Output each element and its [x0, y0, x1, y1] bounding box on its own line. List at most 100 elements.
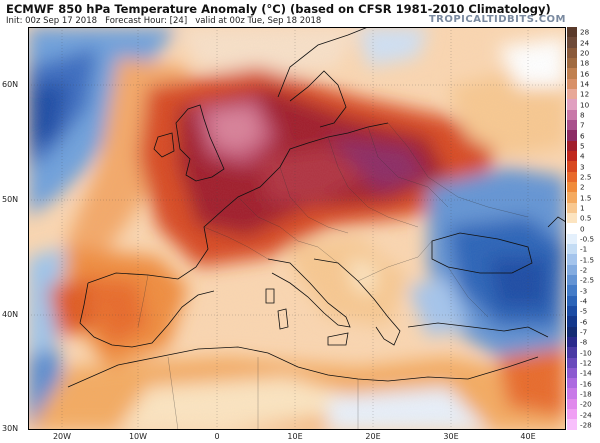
- lon-label-20w: 20W: [52, 432, 72, 441]
- colorbar-swatch: [567, 378, 577, 389]
- colorbar-label: 1: [580, 203, 585, 213]
- lon-label-10e: 10E: [287, 432, 303, 441]
- colorbar-swatch: [567, 140, 577, 151]
- map-frame: [28, 27, 566, 430]
- colorbar-label: -1.5: [580, 255, 595, 264]
- lon-label-0: 0: [214, 432, 220, 441]
- colorbar-swatch: [567, 57, 577, 69]
- colorbar-swatch: [567, 88, 577, 100]
- colorbar-swatch: [567, 326, 577, 337]
- colorbar-swatch: [567, 357, 577, 368]
- colorbar-swatch: [567, 109, 577, 120]
- lat-label-30n: 30N: [2, 424, 19, 433]
- colorbar-swatch: [567, 295, 577, 306]
- colorbar-label: -6: [580, 317, 588, 326]
- colorbar-swatch: [567, 161, 577, 172]
- colorbar-label: -10: [580, 348, 592, 357]
- lon-label-30e: 30E: [443, 432, 459, 441]
- colorbar-label: 18: [580, 58, 590, 68]
- colorbar-swatch: [567, 192, 577, 203]
- colorbar-label: 24: [580, 38, 590, 47]
- colorbar-label: -4: [580, 296, 588, 306]
- lat-label-50n: 50N: [2, 195, 19, 204]
- colorbar-swatch: [567, 68, 577, 79]
- colorbar-swatch: [567, 223, 577, 234]
- colorbar-label: 14: [580, 79, 590, 89]
- colorbar-swatch: [567, 99, 577, 110]
- colorbar-swatch: [567, 243, 577, 255]
- colorbar-swatch: [567, 274, 577, 286]
- colorbar-label: 2: [580, 182, 585, 192]
- lon-label-20e: 20E: [365, 432, 381, 441]
- colorbar-label: 8: [580, 110, 585, 120]
- colorbar-label: -7: [580, 327, 588, 337]
- colorbar-swatch: [567, 37, 577, 48]
- colorbar-label: 3: [580, 162, 585, 171]
- colorbar-swatch: [567, 78, 577, 89]
- lat-label-40n: 40N: [2, 310, 19, 319]
- colorbar-label: 4: [580, 151, 585, 161]
- map-title: ECMWF 850 hPa Temperature Anomaly (°C) (…: [6, 2, 551, 16]
- colorbar-swatch: [567, 264, 577, 275]
- colorbar-label: -2: [580, 265, 588, 275]
- forecast-hour: Forecast Hour: [24]: [105, 16, 188, 26]
- colorbar-swatch: [567, 419, 577, 430]
- valid-time: valid at 00z Tue, Sep 18 2018: [195, 16, 322, 26]
- lon-label-10w: 10W: [128, 432, 148, 441]
- colorbar-swatch: [567, 171, 577, 182]
- colorbar-label: 0.5: [580, 213, 592, 223]
- colorbar-label: 0: [580, 224, 585, 233]
- colorbar-label: -28: [580, 420, 592, 430]
- colorbar-label: 6: [580, 131, 585, 140]
- colorbar-swatch: [567, 233, 577, 244]
- colorbar-label: 2.5: [580, 172, 592, 182]
- colorbar-swatch: [567, 181, 577, 193]
- colorbar-swatch: [567, 367, 577, 379]
- colorbar-swatch: [567, 316, 577, 327]
- colorbar-label: -5: [580, 306, 588, 316]
- colorbar-label: 5: [580, 141, 585, 151]
- colorbar-swatch: [567, 47, 577, 58]
- colorbar-swatch: [567, 202, 577, 213]
- field-texture: [28, 27, 566, 430]
- colorbar-swatch: [567, 27, 577, 38]
- colorbar-swatch: [567, 305, 577, 317]
- colorbar-swatch: [567, 150, 577, 162]
- colorbar-swatch: [567, 119, 577, 131]
- colorbar-label: -20: [580, 399, 592, 409]
- colorbar-label: 12: [580, 89, 590, 99]
- anomaly-map: [28, 27, 566, 430]
- init-time: Init: 00z Sep 17 2018: [6, 16, 98, 26]
- colorbar-label: -3: [580, 286, 588, 295]
- colorbar-label: -18: [580, 389, 592, 399]
- colorbar-label: -24: [580, 410, 592, 419]
- colorbar-swatch: [567, 285, 577, 296]
- colorbar-swatch: [567, 409, 577, 420]
- colorbar-label: -1: [580, 244, 588, 254]
- brand-watermark: TROPICALTIDBITS.COM: [428, 14, 566, 25]
- colorbar-label: -16: [580, 379, 592, 388]
- colorbar-label: 1.5: [580, 193, 592, 202]
- lon-label-40e: 40E: [520, 432, 536, 441]
- colorbar-label: -2.5: [580, 275, 595, 285]
- colorbar-swatch: [567, 212, 577, 224]
- colorbar-swatch: [567, 336, 577, 348]
- colorbar-label: 10: [580, 100, 590, 109]
- lat-label-60n: 60N: [2, 80, 19, 89]
- colorbar-label: 20: [580, 48, 590, 58]
- colorbar-swatch: [567, 398, 577, 410]
- colorbar-swatch: [567, 347, 577, 358]
- colorbar-swatch: [567, 254, 577, 265]
- colorbar-label: -8: [580, 337, 588, 347]
- colorbar-label: -0.5: [580, 234, 595, 244]
- colorbar-label: -12: [580, 358, 592, 368]
- colorbar-swatch: [567, 130, 577, 141]
- colorbar-swatch: [567, 388, 577, 399]
- colorbar-label: 28: [580, 27, 590, 37]
- colorbar: [567, 27, 577, 430]
- colorbar-label: 7: [580, 120, 585, 130]
- colorbar-label: -14: [580, 368, 592, 378]
- colorbar-label: 16: [580, 69, 590, 78]
- graticule: [28, 27, 566, 430]
- map-subtitle: Init: 00z Sep 17 2018 Forecast Hour: [24…: [6, 16, 321, 26]
